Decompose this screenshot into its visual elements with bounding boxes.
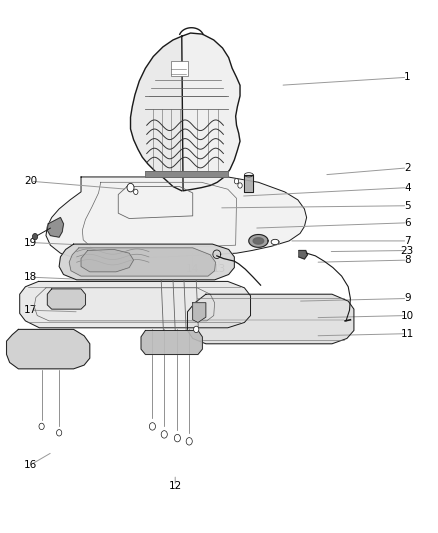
Polygon shape: [20, 281, 251, 328]
Text: 18: 18: [24, 272, 37, 282]
Polygon shape: [253, 238, 264, 244]
Text: 8: 8: [404, 255, 411, 265]
Polygon shape: [46, 177, 307, 259]
Text: 20: 20: [24, 176, 37, 186]
Text: 1: 1: [404, 72, 411, 82]
Polygon shape: [47, 289, 85, 309]
Text: 2: 2: [404, 163, 411, 173]
FancyBboxPatch shape: [145, 171, 228, 177]
Polygon shape: [271, 239, 279, 245]
Polygon shape: [7, 329, 90, 369]
Polygon shape: [81, 249, 134, 272]
Text: 10: 10: [401, 311, 414, 320]
Polygon shape: [131, 36, 182, 191]
Circle shape: [186, 438, 192, 445]
Circle shape: [57, 430, 62, 436]
Polygon shape: [182, 33, 240, 191]
Circle shape: [39, 423, 44, 430]
Text: 5: 5: [404, 201, 411, 211]
Polygon shape: [244, 175, 253, 192]
Circle shape: [134, 189, 138, 195]
Polygon shape: [299, 251, 307, 259]
Bar: [171, 61, 188, 76]
Text: 11: 11: [401, 329, 414, 338]
Text: 7: 7: [404, 236, 411, 246]
Polygon shape: [59, 244, 234, 280]
Polygon shape: [249, 235, 268, 247]
Text: 6: 6: [404, 218, 411, 228]
Circle shape: [234, 179, 239, 184]
Circle shape: [174, 434, 180, 442]
Text: 13: 13: [212, 264, 226, 274]
Text: 9: 9: [404, 294, 411, 303]
Text: 19: 19: [24, 238, 37, 247]
Circle shape: [238, 183, 242, 188]
Text: 12: 12: [169, 481, 182, 491]
Polygon shape: [47, 217, 64, 237]
Text: 16: 16: [24, 460, 37, 470]
Circle shape: [127, 183, 134, 192]
Circle shape: [161, 431, 167, 438]
Circle shape: [194, 326, 199, 333]
Text: 23: 23: [401, 246, 414, 255]
Circle shape: [32, 233, 38, 240]
Polygon shape: [69, 248, 215, 276]
Polygon shape: [141, 330, 202, 354]
Circle shape: [149, 423, 155, 430]
Polygon shape: [187, 294, 354, 344]
Text: 17: 17: [24, 305, 37, 315]
Text: 4: 4: [404, 183, 411, 192]
Polygon shape: [193, 303, 206, 322]
Text: 14: 14: [186, 264, 199, 274]
